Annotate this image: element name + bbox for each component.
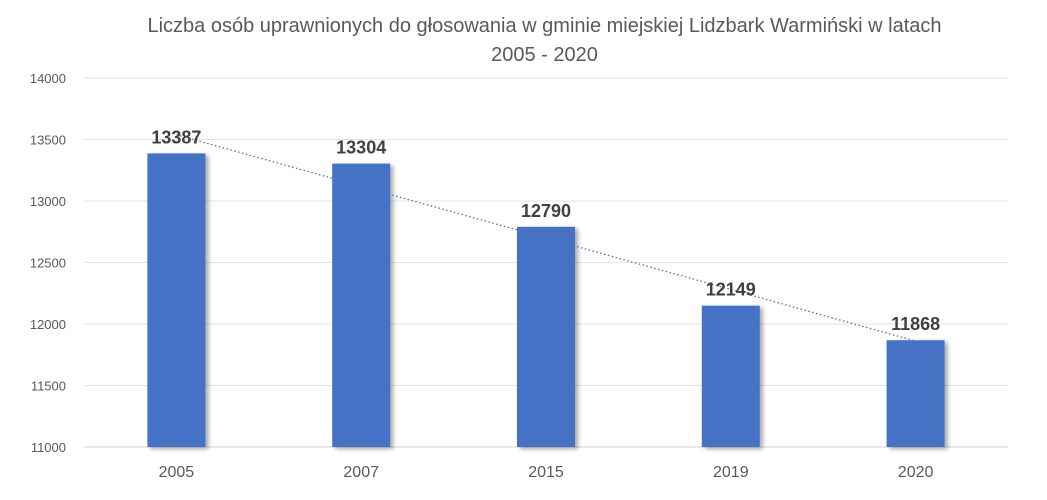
x-tick-label: 2015 (528, 464, 564, 481)
x-axis-ticks: 2005 2007 2015 2019 2020 (159, 464, 934, 481)
y-tick-label: 13000 (30, 194, 66, 209)
bar-2015 (517, 226, 575, 447)
gridlines (84, 77, 1008, 448)
bars (147, 153, 945, 448)
bar-2020 (886, 340, 945, 447)
y-tick-label: 13500 (30, 133, 66, 148)
chart-title: Liczba osób uprawnionych do głosowania w… (0, 12, 1047, 70)
data-label-2015: 12790 (521, 201, 571, 221)
x-tick-label: 2005 (159, 464, 195, 481)
y-axis-ticks: 11000 11500 12000 12500 13000 13500 14000 (30, 71, 66, 455)
y-tick-label: 12000 (30, 317, 66, 332)
y-tick-label: 11000 (31, 440, 66, 455)
data-label-2007: 13304 (336, 138, 386, 158)
data-labels: 13387 13304 12790 12149 11868 (151, 127, 940, 334)
bar-2005 (147, 153, 206, 448)
chart-title-line2: 2005 - 2020 (491, 44, 598, 66)
bar-2019 (701, 305, 760, 447)
chart-title-line1: Liczba osób uprawnionych do głosowania w… (147, 15, 942, 37)
data-label-2019: 12149 (706, 280, 756, 300)
y-tick-label: 12500 (30, 256, 66, 271)
x-tick-label: 2019 (713, 464, 749, 481)
y-tick-label: 14000 (30, 71, 66, 86)
bar-2007 (332, 163, 391, 447)
x-tick-label: 2020 (898, 464, 934, 481)
y-tick-label: 11500 (31, 379, 66, 394)
data-label-2005: 13387 (151, 127, 201, 147)
x-tick-label: 2007 (343, 464, 379, 481)
data-label-2020: 11868 (891, 314, 940, 334)
